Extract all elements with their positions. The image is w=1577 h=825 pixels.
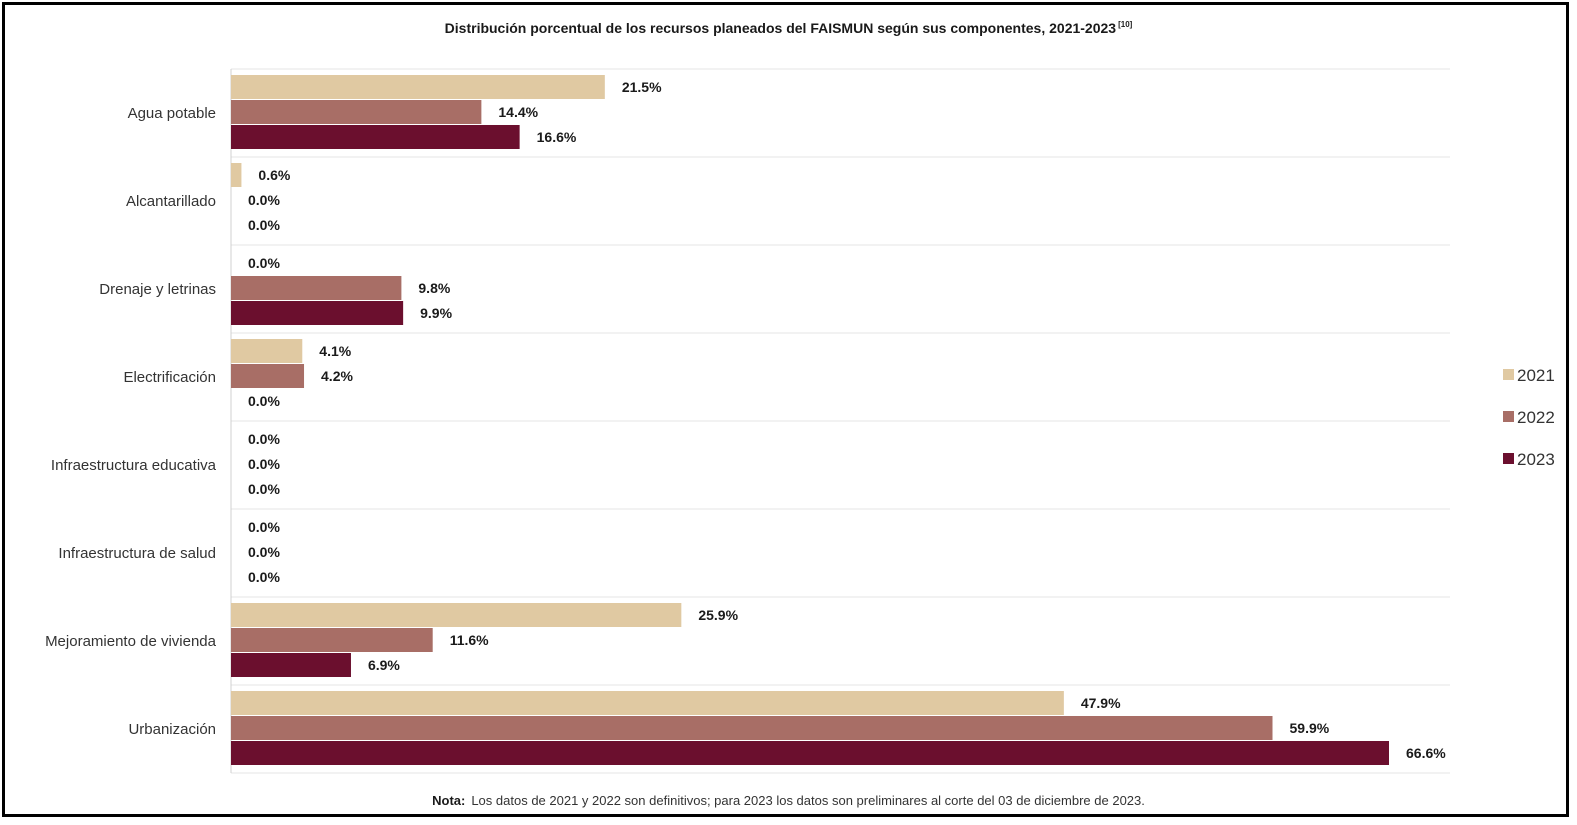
- value-label: 6.9%: [368, 657, 400, 673]
- chart-title-text: Distribución porcentual de los recursos …: [444, 20, 1117, 36]
- value-label: 0.0%: [248, 217, 280, 233]
- legend-swatch: [1503, 369, 1514, 380]
- bar-2023: [231, 653, 351, 677]
- bar-2022: [231, 100, 482, 124]
- bar-2022: [231, 628, 433, 652]
- category-label: Drenaje y letrinas: [99, 281, 216, 298]
- value-label: 9.8%: [418, 280, 450, 296]
- legend-label: 2023: [1517, 450, 1555, 469]
- value-label: 16.6%: [537, 129, 577, 145]
- value-label: 47.9%: [1081, 695, 1121, 711]
- value-label: 0.6%: [258, 167, 290, 183]
- bar-2021: [231, 691, 1064, 715]
- bar-2023: [231, 741, 1389, 765]
- value-label: 4.1%: [319, 343, 351, 359]
- category-label: Electrificación: [123, 369, 216, 386]
- bar-2023: [231, 301, 404, 325]
- value-label: 66.6%: [1406, 745, 1446, 761]
- category-label: Infraestructura educativa: [51, 457, 217, 474]
- legend-label: 2022: [1517, 408, 1555, 427]
- category-label: Agua potable: [128, 105, 216, 122]
- category-label: Alcantarillado: [126, 193, 216, 210]
- category-label: Mejoramiento de vivienda: [45, 633, 217, 650]
- note-text: Los datos de 2021 y 2022 son definitivos…: [471, 793, 1145, 808]
- bar-2021: [231, 339, 303, 363]
- value-label: 0.0%: [248, 481, 280, 497]
- bar-2021: [231, 75, 605, 99]
- value-label: 0.0%: [248, 519, 280, 535]
- bar-2022: [231, 364, 305, 388]
- chart-note: Nota: Los datos de 2021 y 2022 son defini…: [0, 793, 1577, 808]
- bar-2022: [231, 716, 1273, 740]
- bar-2021: [231, 603, 682, 627]
- value-label: 4.2%: [321, 368, 353, 384]
- value-label: 0.0%: [248, 255, 280, 271]
- legend-swatch: [1503, 453, 1514, 464]
- note-label: Nota:: [432, 793, 466, 808]
- bar-2023: [231, 125, 520, 149]
- chart-title: Distribución porcentual de los recursos …: [0, 20, 1577, 36]
- value-label: 0.0%: [248, 192, 280, 208]
- value-label: 25.9%: [698, 607, 738, 623]
- value-label: 0.0%: [248, 431, 280, 447]
- category-label: Urbanización: [128, 721, 216, 738]
- chart-title-reference: [10]: [1118, 20, 1133, 30]
- value-label: 0.0%: [248, 544, 280, 560]
- value-label: 0.0%: [248, 393, 280, 409]
- legend-swatch: [1503, 411, 1514, 422]
- value-label: 9.9%: [420, 305, 452, 321]
- value-label: 59.9%: [1290, 720, 1330, 736]
- bar-2021: [231, 163, 242, 187]
- value-label: 11.6%: [450, 632, 489, 648]
- bar-2022: [231, 276, 402, 300]
- value-label: 21.5%: [622, 79, 662, 95]
- value-label: 0.0%: [248, 569, 280, 585]
- value-label: 0.0%: [248, 456, 280, 472]
- legend-label: 2021: [1517, 366, 1555, 385]
- value-label: 14.4%: [498, 104, 538, 120]
- category-label: Infraestructura de salud: [58, 545, 216, 562]
